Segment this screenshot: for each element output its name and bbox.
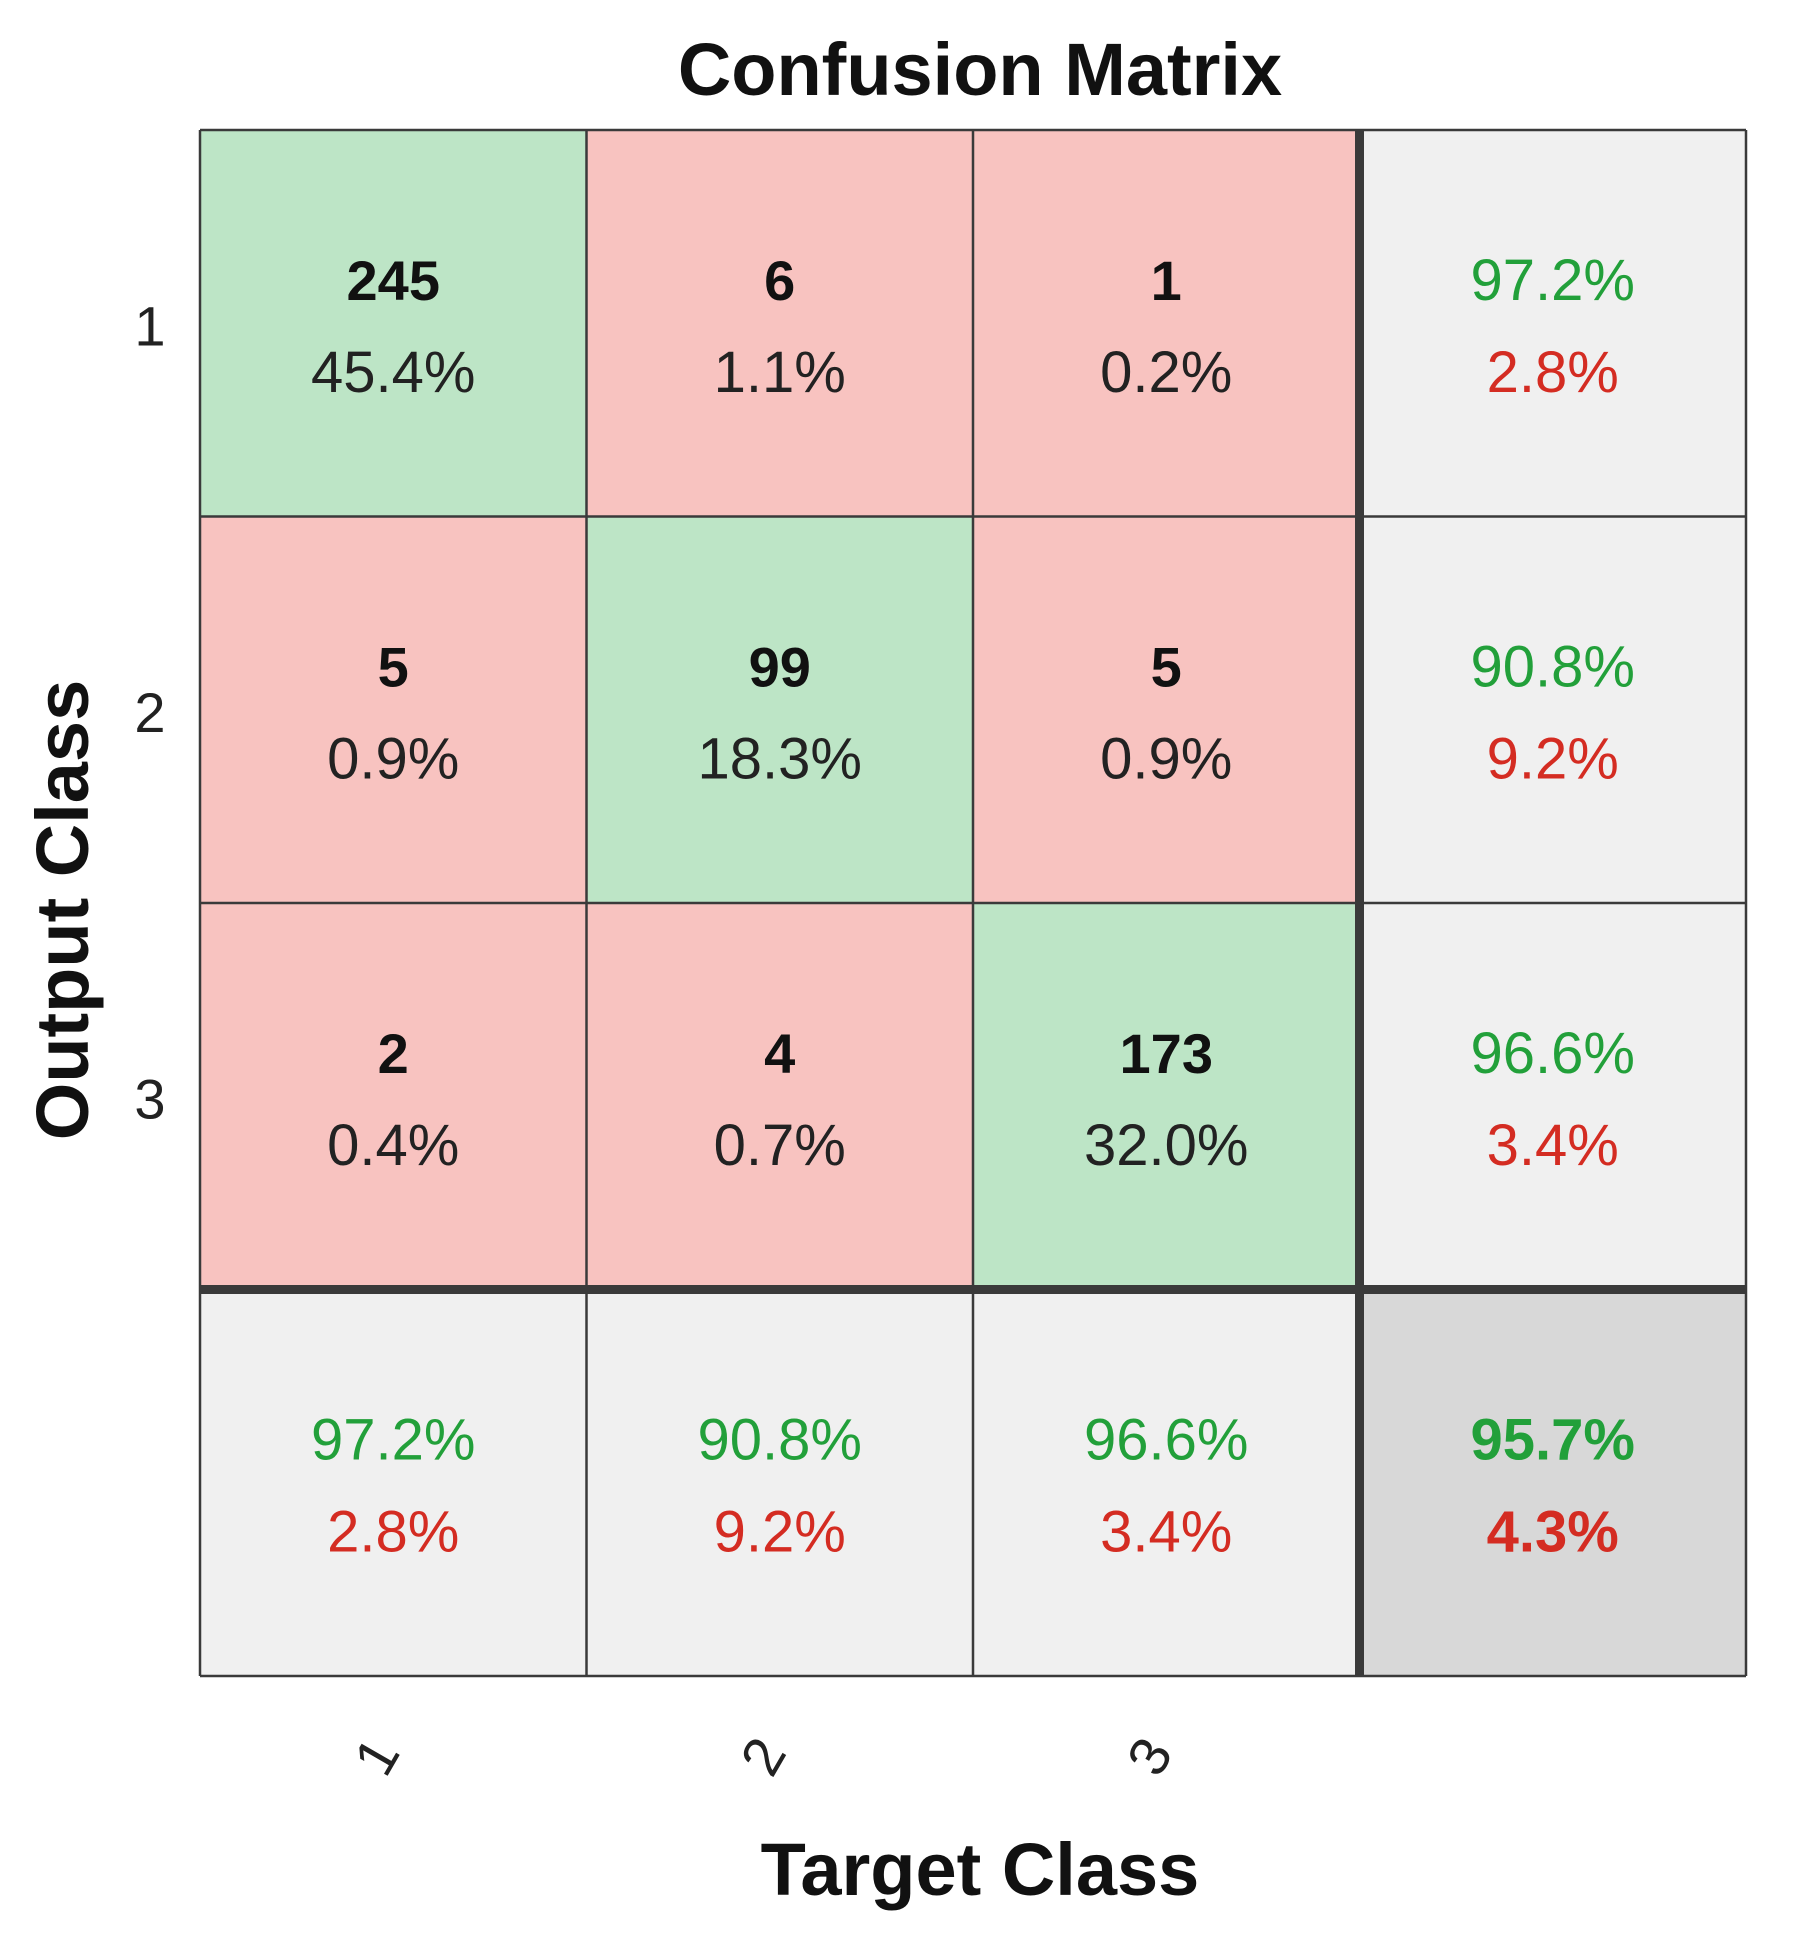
cell-percent-r3-c2: 0.7%	[714, 1113, 846, 1178]
row-2-error-rate: 9.2%	[1487, 727, 1619, 792]
matrix-cell-r1-c2	[586, 130, 973, 517]
row-2-correct-rate: 90.8%	[1471, 635, 1635, 700]
matrix-cells	[200, 130, 1746, 1676]
matrix-cell-labels: 245 45.4% 6 1.1% 1 0.2% 97.2% 2.8% 5 0.9% 99 18.3% 5…	[311, 248, 1635, 1565]
cell-count-r3-c2: 4	[764, 1022, 795, 1085]
row-1-error-rate: 2.8%	[1487, 340, 1619, 405]
y-tick-label-1: 1	[134, 294, 165, 357]
overall-correct-rate: 95.7%	[1471, 1408, 1635, 1473]
cell-percent-r3-c1: 0.4%	[327, 1113, 459, 1178]
cell-percent-r2-c1: 0.9%	[327, 727, 459, 792]
row-3-error-rate: 3.4%	[1487, 1113, 1619, 1178]
matrix-cell-r2-c2	[586, 516, 973, 903]
column-summary-cell-2	[586, 1289, 973, 1676]
matrix-cell-r3-c2	[586, 903, 973, 1290]
row-summary-cell-1	[1359, 130, 1746, 517]
matrix-cell-r1-c3	[973, 130, 1360, 517]
cell-count-r1-c1: 245	[347, 249, 440, 312]
row-1-correct-rate: 97.2%	[1471, 248, 1635, 313]
y-tick-label-2: 2	[134, 681, 165, 744]
cell-percent-r1-c3: 0.2%	[1100, 340, 1232, 405]
column-2-error-rate: 9.2%	[714, 1500, 846, 1565]
matrix-cell-r3-c3	[973, 903, 1360, 1290]
row-3-correct-rate: 96.6%	[1471, 1021, 1635, 1086]
overall-accuracy-cell	[1359, 1289, 1746, 1676]
cell-percent-r2-c2: 18.3%	[698, 727, 862, 792]
matrix-cell-r1-c1	[200, 130, 587, 517]
x-tick-label-2: 2	[728, 1727, 798, 1785]
overall-error-rate: 4.3%	[1487, 1500, 1619, 1565]
column-3-error-rate: 3.4%	[1100, 1500, 1232, 1565]
chart-title: Confusion Matrix	[678, 28, 1282, 111]
column-1-correct-rate: 97.2%	[311, 1408, 475, 1473]
cell-count-r2-c3: 5	[1151, 636, 1182, 699]
matrix-grid-lines	[198, 128, 1748, 1678]
matrix-cell-r2-c1	[200, 516, 587, 903]
row-summary-cell-3	[1359, 903, 1746, 1290]
cell-percent-r3-c3: 32.0%	[1084, 1113, 1248, 1178]
y-axis-title: Output Class	[21, 680, 104, 1140]
matrix-cell-r2-c3	[973, 516, 1360, 903]
row-summary-cell-2	[1359, 516, 1746, 903]
cell-percent-r1-c2: 1.1%	[714, 340, 846, 405]
column-summary-cell-3	[973, 1289, 1360, 1676]
column-1-error-rate: 2.8%	[327, 1500, 459, 1565]
cell-count-r2-c1: 5	[378, 636, 409, 699]
column-summary-cell-1	[200, 1289, 587, 1676]
cell-percent-r2-c3: 0.9%	[1100, 727, 1232, 792]
cell-percent-r1-c1: 45.4%	[311, 340, 475, 405]
column-2-correct-rate: 90.8%	[698, 1408, 862, 1473]
cell-count-r3-c1: 2	[378, 1022, 409, 1085]
x-axis-title: Target Class	[761, 1828, 1200, 1911]
column-3-correct-rate: 96.6%	[1084, 1408, 1248, 1473]
x-tick-label-3: 3	[1114, 1727, 1184, 1785]
matrix-cell-r3-c1	[200, 903, 587, 1290]
cell-count-r1-c2: 6	[764, 249, 795, 312]
cell-count-r3-c3: 173	[1120, 1022, 1213, 1085]
x-tick-label-1: 1	[341, 1727, 411, 1785]
cell-count-r2-c2: 99	[749, 636, 811, 699]
y-tick-label-3: 3	[134, 1067, 165, 1130]
cell-count-r1-c3: 1	[1151, 249, 1182, 312]
